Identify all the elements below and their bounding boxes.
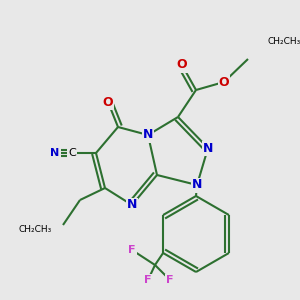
- Text: N: N: [127, 199, 137, 212]
- Text: O: O: [103, 95, 113, 109]
- Text: F: F: [144, 275, 152, 285]
- Text: CH₂CH₃: CH₂CH₃: [19, 226, 52, 235]
- Text: O: O: [177, 58, 187, 71]
- Text: F: F: [128, 245, 136, 255]
- Text: N: N: [203, 142, 213, 154]
- Text: F: F: [166, 275, 174, 285]
- Text: C: C: [68, 148, 76, 158]
- Text: CH₂CH₃: CH₂CH₃: [268, 38, 300, 46]
- Text: O: O: [219, 76, 229, 88]
- Text: N: N: [143, 128, 153, 142]
- Text: N: N: [192, 178, 202, 191]
- Text: N: N: [50, 148, 60, 158]
